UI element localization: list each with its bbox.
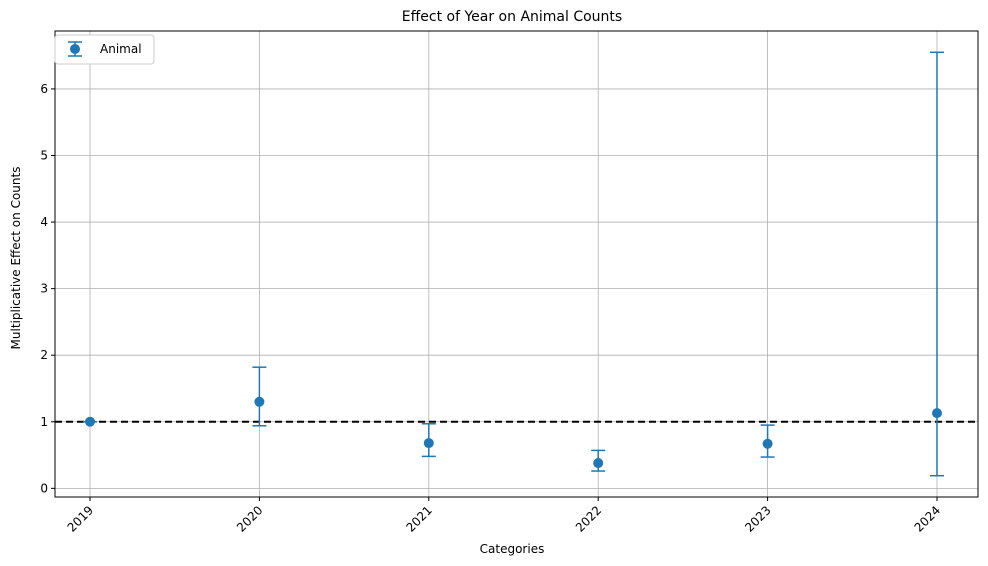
y-tick-label: 4 [40,215,48,229]
data-points [85,396,942,469]
data-point [423,438,434,449]
grid [55,31,978,497]
y-tick-label: 3 [40,282,48,296]
y-tick-label: 0 [40,481,48,495]
x-tick-label: 2019 [65,503,96,534]
x-tick-label: 2023 [742,503,773,534]
data-point [85,416,95,427]
x-tick-label: 2022 [573,503,604,534]
y-axis-label: Multiplicative Effect on Counts [9,167,23,350]
legend-marker [70,44,80,54]
x-tick-label: 2024 [912,503,943,534]
legend-label: Animal [100,42,142,56]
y-tick-label: 5 [40,148,48,162]
y-tick-label: 1 [40,415,48,429]
chart-title: Effect of Year on Animal Counts [402,9,622,25]
y-tick-label: 2 [40,348,48,362]
error-bars [83,51,944,477]
plot-frame [54,30,979,498]
x-axis: 2019 2020 2021 2022 2023 2024 [65,497,943,535]
x-tick-label: 2021 [403,503,434,534]
y-axis: 0 1 2 3 4 5 6 [40,82,55,495]
x-tick-label: 2020 [234,503,265,534]
data-point [762,438,773,449]
y-tick-label: 6 [40,82,48,96]
legend: Animal [54,34,155,65]
data-point [593,458,604,469]
data-point [254,396,265,407]
data-point [932,408,942,419]
x-axis-label: Categories [480,542,545,556]
